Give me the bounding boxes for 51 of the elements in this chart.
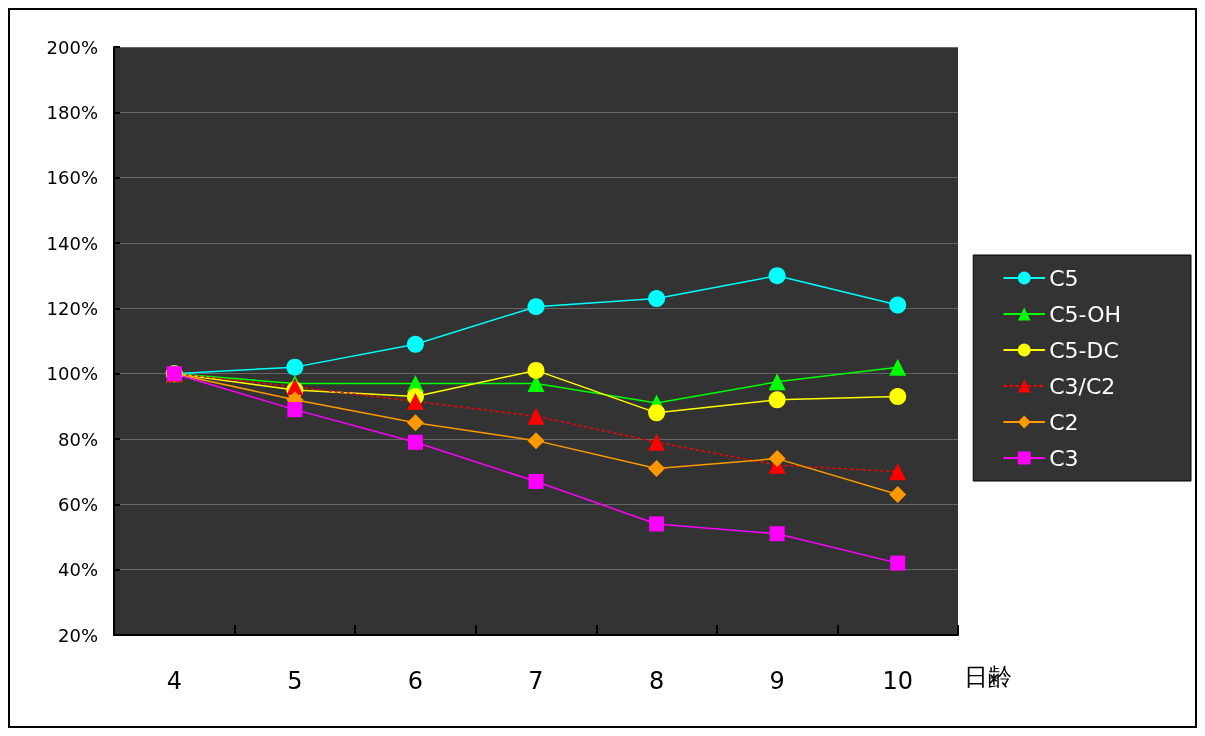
y-tick-label: 200% — [46, 36, 98, 58]
point — [527, 432, 545, 450]
point — [649, 516, 665, 532]
x-tick-label: 9 — [769, 667, 785, 695]
point — [768, 373, 786, 391]
y-tick-label: 140% — [46, 232, 98, 254]
x-tick-label: 10 — [882, 667, 913, 695]
x-axis-title: 日齢 — [964, 663, 1012, 691]
point — [889, 486, 907, 504]
y-tick-label: 180% — [46, 101, 98, 123]
point — [527, 361, 545, 379]
point — [527, 407, 545, 425]
point — [890, 555, 906, 571]
point — [648, 459, 666, 477]
point — [648, 433, 666, 451]
point — [528, 473, 544, 489]
legend-label: C3 — [1049, 445, 1079, 471]
point — [406, 414, 424, 432]
point — [768, 267, 786, 285]
y-tick-label: 160% — [46, 167, 98, 189]
y-tick-label: 40% — [57, 559, 98, 581]
point — [768, 391, 786, 409]
point — [889, 463, 907, 481]
point — [406, 392, 424, 410]
point — [286, 358, 304, 376]
point — [407, 434, 423, 450]
x-tick-label: 8 — [648, 667, 665, 695]
x-tick-label: 6 — [407, 667, 424, 695]
point — [287, 402, 303, 418]
x-tick-label: 7 — [528, 667, 544, 695]
legend-label: C5-OH — [1049, 301, 1122, 327]
point — [889, 358, 907, 376]
point — [768, 450, 786, 468]
y-tick-label: 120% — [46, 297, 98, 319]
point — [406, 335, 424, 353]
legend-label: C5 — [1049, 265, 1079, 291]
point — [769, 526, 785, 542]
point — [889, 388, 907, 406]
legend-label: C5-DC — [1049, 337, 1119, 363]
y-tick-label: 20% — [57, 624, 98, 646]
point — [648, 290, 666, 308]
legend-label: C2 — [1049, 409, 1079, 435]
point — [889, 296, 907, 314]
y-tick-label: 60% — [57, 493, 98, 515]
x-tick-label: 4 — [166, 667, 182, 695]
point — [527, 298, 545, 316]
y-tick-label: 100% — [46, 363, 98, 385]
y-tick-label: 80% — [57, 428, 98, 450]
point — [648, 404, 666, 422]
x-tick-label: 5 — [287, 667, 303, 695]
legend-label: C3/C2 — [1049, 373, 1116, 399]
